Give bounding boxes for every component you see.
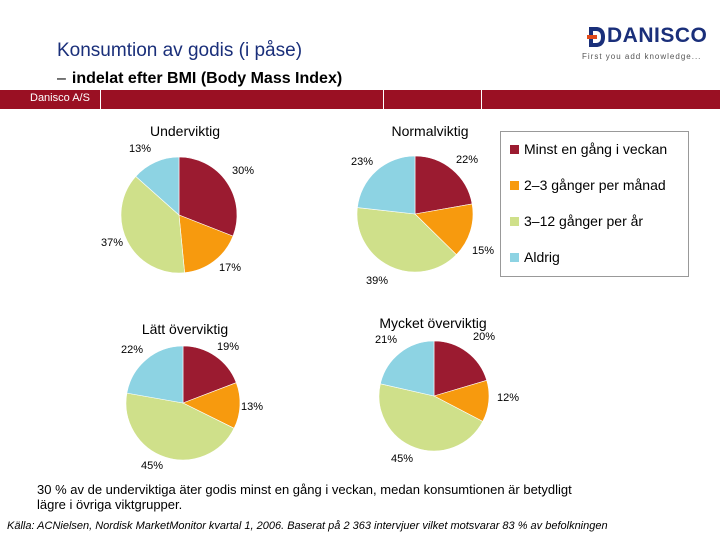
- legend-swatch-never: [510, 252, 519, 262]
- data-label-weekly: 30%: [232, 165, 254, 177]
- chart-title: Underviktig: [150, 123, 220, 139]
- legend-swatch-monthly: [510, 180, 519, 190]
- data-label-aldrig: 13%: [129, 143, 151, 155]
- page-subtitle: – indelat efter BMI (Body Mass Index): [57, 70, 342, 88]
- logo-wordmark: DANISCO: [607, 24, 708, 47]
- pie-slices: [120, 156, 238, 274]
- source-footnote: Källa: ACNielsen, Nordisk MarketMonitor …: [7, 520, 608, 532]
- legend-swatch-weekly: [510, 144, 519, 154]
- pie-slice-weekly: [178, 156, 238, 237]
- legend-label: 2–3 gånger per månad: [524, 177, 666, 193]
- data-label-aldrig: 23%: [351, 156, 373, 168]
- data-label-weekly: 19%: [217, 341, 239, 353]
- pie-slice-weekly: [414, 155, 473, 215]
- chart-title: Mycket överviktig: [379, 315, 486, 331]
- data-label-monthly: 13%: [241, 401, 263, 413]
- data-label-yearly: 45%: [141, 460, 163, 472]
- chart-legend: Minst en gång i veckan 2–3 gånger per må…: [500, 131, 689, 277]
- band-company-name: Danisco A/S: [30, 92, 90, 104]
- legend-item-weekly: Minst en gång i veckan: [510, 140, 667, 158]
- pie-chart-underviktig: Underviktig 13% 30% 37% 17%: [90, 120, 290, 285]
- pie-slice-yearly: [356, 207, 457, 273]
- summary-note: 30 % av de underviktiga äter godis minst…: [37, 482, 572, 512]
- data-label-weekly: 22%: [456, 154, 478, 166]
- chart-title: Normalviktig: [391, 123, 468, 139]
- pie-chart-mycket-overviktig: Mycket överviktig 21% 20% 12% 45%: [350, 308, 535, 468]
- data-label-yearly: 37%: [101, 237, 123, 249]
- pie-slice-yearly: [125, 392, 235, 461]
- data-label-aldrig: 21%: [375, 334, 397, 346]
- data-label-monthly: 12%: [497, 392, 519, 404]
- legend-item-never: Aldrig: [510, 248, 560, 266]
- pie-slice-monthly: [178, 214, 234, 274]
- pie-chart-latt-overviktig: Lätt överviktig 22% 19% 13% 45%: [100, 312, 290, 477]
- pie-slice-monthly: [414, 203, 474, 256]
- legend-label: 3–12 gånger per år: [524, 213, 644, 229]
- pie-slices: [378, 340, 490, 452]
- data-label-yearly: 39%: [366, 275, 388, 287]
- pie-slice-weekly: [182, 345, 237, 404]
- legend-label: Aldrig: [524, 249, 560, 265]
- logo-tagline: First you add knowledge...: [582, 52, 702, 61]
- subtitle-dash: –: [57, 70, 66, 87]
- legend-item-monthly: 2–3 gånger per månad: [510, 176, 666, 194]
- pie-svg-mycket-overviktig: Mycket överviktig 21% 20% 12% 45%: [375, 315, 519, 465]
- pie-slices: [356, 155, 474, 273]
- data-label-aldrig: 22%: [121, 344, 143, 356]
- subtitle-text: indelat efter BMI (Body Mass Index): [71, 70, 343, 87]
- pie-slice-never: [357, 155, 416, 215]
- data-label-monthly: 17%: [219, 262, 241, 274]
- pie-slice-never: [126, 345, 184, 404]
- chart-title: Lätt överviktig: [142, 321, 228, 337]
- pie-slice-never: [380, 340, 435, 397]
- page-title: Konsumtion av godis (i påse): [57, 40, 303, 61]
- data-label-yearly: 45%: [391, 453, 413, 465]
- band-divider: [100, 90, 101, 109]
- band-divider: [481, 90, 482, 109]
- pie-svg-normalviktig: Normalviktig 23% 22% 15% 39%: [351, 123, 494, 287]
- danisco-logo-mark-icon: [587, 27, 605, 47]
- data-label-monthly: 15%: [472, 245, 494, 257]
- legend-label: Minst en gång i veckan: [524, 141, 668, 157]
- pie-svg-underviktig: Underviktig 13% 30% 37% 17%: [101, 123, 254, 274]
- pie-svg-latt-overviktig: Lätt överviktig 22% 19% 13% 45%: [121, 321, 263, 472]
- pie-slice-yearly: [378, 383, 484, 452]
- pie-chart-normalviktig: Normalviktig 23% 22% 15% 39%: [325, 120, 505, 290]
- pie-slice-weekly: [433, 340, 488, 397]
- pie-slice-yearly: [120, 175, 185, 274]
- legend-item-yearly: 3–12 gånger per år: [510, 212, 643, 230]
- pie-slice-never: [135, 156, 180, 216]
- data-label-weekly: 20%: [473, 331, 495, 343]
- pie-slices: [125, 345, 241, 461]
- band-divider: [383, 90, 384, 109]
- header-band: Danisco A/S: [0, 90, 720, 109]
- danisco-logo: DANISCO First you add knowledge...: [582, 22, 709, 66]
- legend-swatch-yearly: [510, 216, 519, 226]
